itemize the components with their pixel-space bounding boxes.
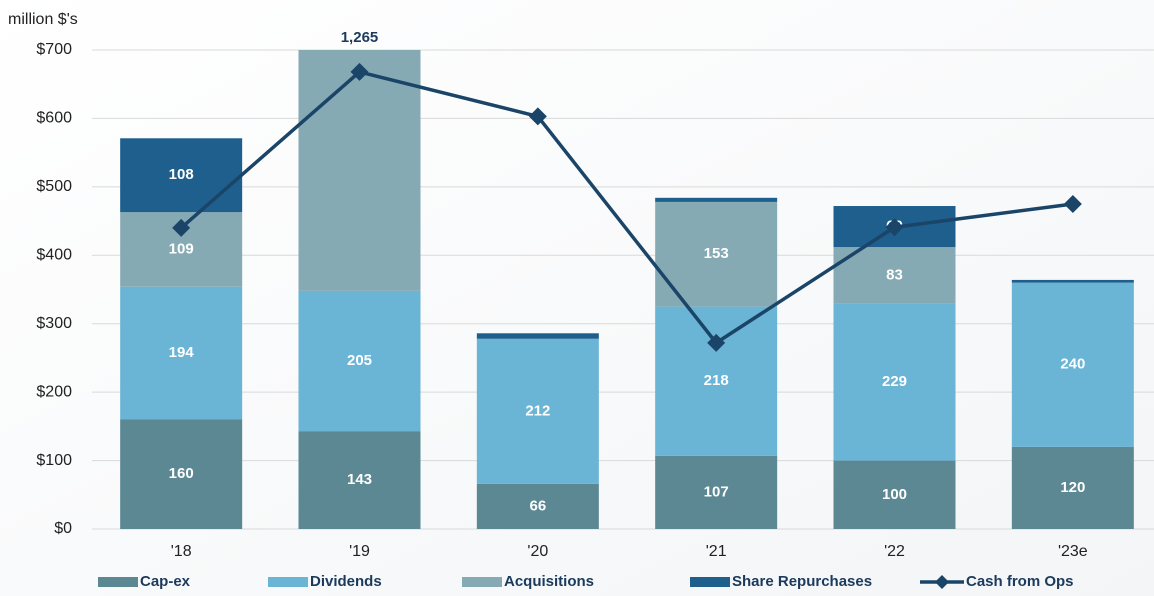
data-label: 160 — [169, 465, 194, 482]
bar-segment — [120, 138, 243, 213]
bar-segment — [655, 306, 778, 456]
y-tick-label: $400 — [36, 247, 72, 264]
bar-segment — [476, 338, 599, 484]
bar-segment — [833, 303, 956, 461]
x-tick-label: '20 — [527, 543, 548, 560]
data-label: 205 — [347, 352, 372, 369]
bar-segment — [1011, 279, 1134, 283]
legend-swatch — [935, 575, 949, 589]
x-tick-label: '18 — [171, 543, 192, 560]
legend-swatch — [268, 577, 308, 587]
marker — [528, 107, 547, 126]
legend-swatch — [690, 577, 730, 587]
legend-label: Cap-ex — [140, 573, 191, 590]
bar-segment — [298, 431, 421, 529]
legend-label: Dividends — [310, 573, 382, 590]
x-tick-label: '19 — [349, 543, 370, 560]
bar-segment — [298, 50, 421, 291]
x-tick-label: '23e — [1058, 543, 1088, 560]
data-label: 212 — [525, 402, 550, 419]
bar-segment — [298, 290, 421, 432]
data-label: 108 — [169, 166, 194, 183]
data-label: 66 — [529, 497, 546, 514]
y-tick-label: $200 — [36, 383, 72, 400]
bar-segment — [655, 455, 778, 529]
marker — [1063, 194, 1082, 213]
line — [180, 69, 1074, 346]
bar-segment — [476, 333, 599, 339]
data-label: 83 — [886, 266, 903, 283]
marker — [707, 333, 726, 352]
data-label: 120 — [1060, 479, 1085, 496]
data-label: 1,265 — [341, 29, 379, 46]
data-label: 153 — [704, 245, 729, 262]
data-label: 194 — [169, 344, 195, 361]
x-tick-label: '21 — [706, 543, 727, 560]
marker — [172, 218, 191, 237]
y-tick-label: $0 — [54, 520, 72, 537]
marker — [350, 62, 369, 81]
data-label: 109 — [169, 240, 194, 257]
data-label: 100 — [882, 486, 907, 503]
y-tick-label: $500 — [36, 178, 72, 195]
bar-segment — [476, 483, 599, 529]
y-tick-label: $100 — [36, 452, 72, 469]
bar-segment — [833, 247, 956, 304]
x-tick-label: '22 — [884, 543, 905, 560]
data-label: 229 — [882, 373, 907, 390]
bar-segment — [120, 286, 243, 420]
y-tick-label: $300 — [36, 315, 72, 332]
legend-swatch — [98, 577, 138, 587]
bar-segment — [1011, 446, 1134, 529]
axis-label: million $'s — [8, 11, 78, 28]
y-tick-label: $700 — [36, 41, 72, 58]
data-label: 143 — [347, 471, 372, 488]
legend-label: Cash from Ops — [966, 573, 1074, 590]
y-tick-label: $600 — [36, 110, 72, 127]
legend-swatch — [462, 577, 502, 587]
bar-segment — [655, 197, 778, 202]
marker — [885, 218, 904, 237]
legend-label: Acquisitions — [504, 573, 594, 590]
bar-segment — [120, 419, 243, 529]
bar-segment — [1011, 282, 1134, 447]
bar-segment — [833, 460, 956, 529]
data-label: 218 — [704, 372, 729, 389]
legend-label: Share Repurchases — [732, 573, 872, 590]
data-label: 107 — [704, 483, 729, 500]
data-label: 240 — [1060, 356, 1085, 373]
